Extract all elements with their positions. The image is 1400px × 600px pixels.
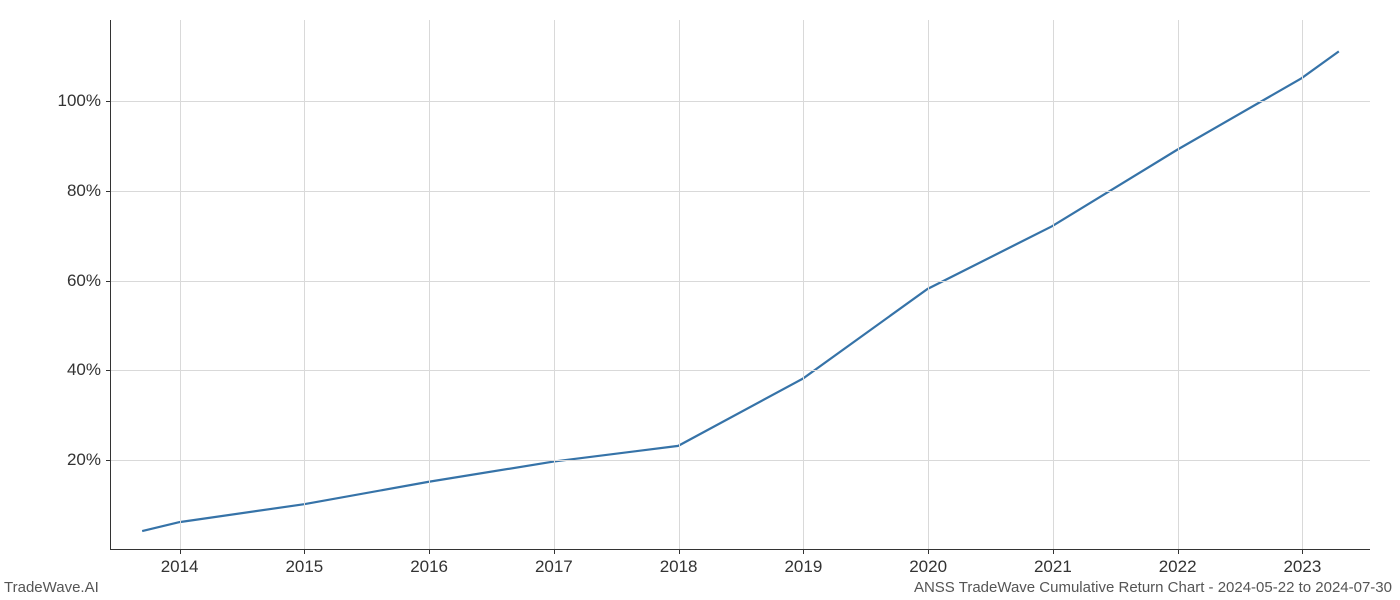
y-tick-label: 80% (67, 181, 101, 201)
x-tick-mark (928, 549, 929, 554)
grid-line-v (679, 20, 680, 549)
y-tick-mark (106, 101, 111, 102)
x-tick-label: 2022 (1159, 557, 1197, 577)
chart-container: 20%40%60%80%100%201420152016201720182019… (110, 20, 1370, 550)
y-tick-mark (106, 460, 111, 461)
grid-line-v (180, 20, 181, 549)
grid-line-v (1302, 20, 1303, 549)
y-tick-label: 40% (67, 360, 101, 380)
grid-line-h (111, 281, 1370, 282)
x-tick-label: 2018 (660, 557, 698, 577)
grid-line-v (803, 20, 804, 549)
x-tick-label: 2014 (161, 557, 199, 577)
x-tick-label: 2021 (1034, 557, 1072, 577)
footer-right-label: ANSS TradeWave Cumulative Return Chart -… (914, 579, 1392, 596)
y-tick-label: 100% (58, 91, 101, 111)
grid-line-h (111, 101, 1370, 102)
x-tick-mark (679, 549, 680, 554)
y-tick-label: 60% (67, 271, 101, 291)
x-tick-mark (1178, 549, 1179, 554)
x-tick-label: 2019 (784, 557, 822, 577)
grid-line-v (429, 20, 430, 549)
y-tick-label: 20% (67, 450, 101, 470)
y-tick-mark (106, 370, 111, 371)
grid-line-v (1178, 20, 1179, 549)
x-tick-mark (180, 549, 181, 554)
x-tick-mark (1053, 549, 1054, 554)
x-tick-mark (554, 549, 555, 554)
x-tick-label: 2015 (285, 557, 323, 577)
x-tick-label: 2016 (410, 557, 448, 577)
grid-line-h (111, 460, 1370, 461)
x-tick-mark (803, 549, 804, 554)
grid-line-v (304, 20, 305, 549)
x-tick-label: 2020 (909, 557, 947, 577)
x-tick-label: 2017 (535, 557, 573, 577)
plot-area: 20%40%60%80%100%201420152016201720182019… (110, 20, 1370, 550)
grid-line-v (1053, 20, 1054, 549)
grid-line-h (111, 370, 1370, 371)
line-chart-svg (111, 20, 1370, 549)
x-tick-label: 2023 (1283, 557, 1321, 577)
y-tick-mark (106, 281, 111, 282)
data-line (142, 51, 1339, 531)
footer-left-label: TradeWave.AI (4, 579, 99, 596)
grid-line-v (928, 20, 929, 549)
y-tick-mark (106, 191, 111, 192)
x-tick-mark (429, 549, 430, 554)
x-tick-mark (304, 549, 305, 554)
grid-line-h (111, 191, 1370, 192)
grid-line-v (554, 20, 555, 549)
x-tick-mark (1302, 549, 1303, 554)
